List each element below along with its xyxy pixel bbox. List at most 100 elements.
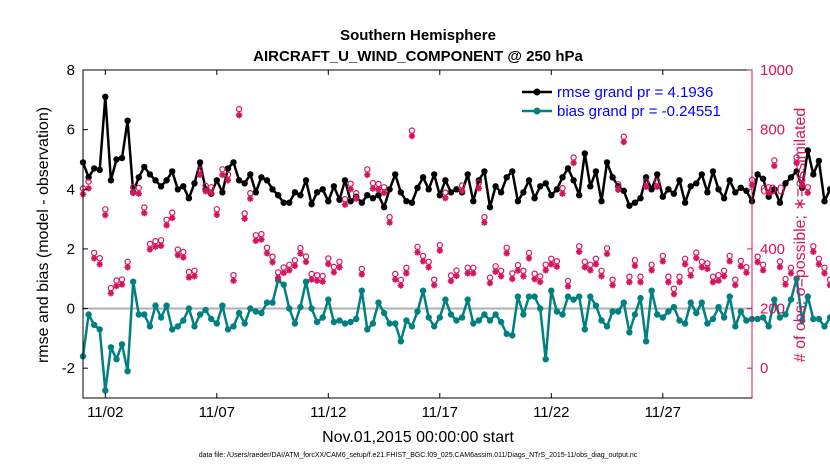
rmse-point	[252, 189, 259, 196]
obs-assimilated-point	[509, 275, 516, 283]
bias-point	[687, 299, 694, 306]
obs-assimilated-point	[525, 255, 533, 262]
obs-assimilated-point	[196, 171, 204, 179]
obs-possible-point	[548, 255, 555, 262]
bias-point	[196, 311, 204, 318]
bias-point	[130, 278, 137, 285]
obs-assimilated-point	[687, 272, 694, 279]
rmse-point	[163, 177, 170, 184]
bias-point	[620, 299, 627, 306]
legend-bias-label: bias grand pr = -0.24551	[557, 103, 721, 120]
y-tick-label: 0	[67, 301, 75, 318]
bias-point	[799, 317, 806, 324]
obs-possible-point	[118, 276, 126, 283]
obs-possible-point	[425, 258, 432, 265]
obs-assimilated-point	[804, 189, 811, 196]
rmse-point	[810, 171, 817, 178]
obs-possible-point	[531, 270, 538, 277]
y2-tick-label: 400	[760, 241, 785, 258]
obs-assimilated-point	[587, 267, 594, 274]
obs-possible-point	[497, 267, 505, 274]
obs-possible-point	[152, 237, 159, 245]
obs-possible-point	[648, 261, 655, 268]
rmse-point	[386, 186, 393, 193]
obs-assimilated-point	[637, 279, 644, 286]
obs-assimilated-point	[787, 270, 795, 277]
bias-point	[464, 296, 471, 303]
obs-assimilated-point	[548, 261, 555, 268]
rmse-point	[581, 150, 588, 157]
bias-point	[230, 323, 237, 330]
obs-possible-point	[325, 255, 332, 262]
bias-point	[542, 356, 549, 363]
obs-assimilated-point	[759, 267, 767, 274]
obs-possible-point	[185, 268, 193, 276]
obs-assimilated-point	[570, 159, 577, 167]
obs-possible-point	[347, 180, 354, 187]
bias-point	[96, 326, 103, 333]
obs-possible-point	[336, 258, 343, 265]
bias-point	[470, 320, 477, 327]
legend-box	[517, 78, 745, 124]
obs-assimilated-point	[403, 270, 410, 277]
rmse-point	[548, 192, 555, 199]
obs-assimilated-point	[129, 189, 137, 196]
y-tick-label: 8	[67, 62, 75, 79]
rmse-point	[553, 186, 561, 193]
obs-assimilated-point	[520, 273, 527, 280]
rmse-point	[709, 168, 717, 175]
y2-tick-label: 200	[760, 301, 785, 318]
bias-point	[353, 315, 360, 323]
obs-assimilated-point	[475, 185, 483, 192]
obs-possible-point	[620, 133, 628, 140]
bias-point	[347, 318, 354, 326]
bias-point	[759, 314, 767, 321]
bias-point	[603, 323, 611, 330]
obs-possible-point	[85, 178, 92, 185]
rmse-point	[576, 192, 583, 199]
rmse-point	[481, 168, 488, 175]
obs-possible-point	[592, 255, 600, 262]
rmse-point	[776, 199, 784, 206]
bias-point	[570, 296, 577, 303]
bias-point	[804, 293, 811, 300]
obs-assimilated-point	[157, 242, 165, 250]
obs-assimilated-point	[174, 251, 181, 259]
obs-possible-point	[297, 244, 304, 252]
obs-assimilated-point	[681, 261, 689, 268]
rmse-point	[570, 177, 577, 184]
obs-possible-point	[403, 264, 410, 271]
bias-point	[654, 311, 661, 318]
bias-point	[520, 311, 527, 318]
bias-point	[754, 315, 761, 323]
obs-possible-point	[659, 252, 667, 260]
bias-point	[169, 326, 176, 333]
bias-point	[375, 299, 382, 306]
obs-possible-point	[102, 206, 109, 213]
rmse-point	[347, 198, 354, 205]
obs-assimilated-point	[693, 254, 700, 262]
bias-point	[581, 326, 588, 333]
obs-possible-point	[564, 277, 572, 285]
obs-assimilated-point	[464, 270, 471, 277]
bias-point	[458, 314, 466, 321]
rmse-point	[180, 183, 187, 190]
obs-assimilated-point	[776, 263, 784, 271]
obs-assimilated-point	[414, 249, 421, 256]
bias-point	[715, 303, 722, 311]
obs-possible-point	[230, 272, 237, 279]
obs-assimilated-point	[564, 283, 572, 290]
y-axis-left: -2 0 2 4 6 8	[62, 62, 88, 377]
obs-possible-point	[157, 237, 165, 244]
rmse-point	[380, 204, 388, 211]
obs-assimilated-point	[676, 279, 683, 286]
bias-point	[576, 293, 583, 300]
obs-assimilated-point	[542, 267, 549, 274]
rmse-point	[241, 180, 248, 187]
rmse-point	[191, 180, 198, 187]
bias-point	[364, 326, 371, 333]
rmse-point	[759, 175, 767, 182]
rmse-point	[196, 159, 204, 166]
rmse-point	[230, 159, 237, 166]
obs-assimilated-point	[297, 250, 304, 257]
